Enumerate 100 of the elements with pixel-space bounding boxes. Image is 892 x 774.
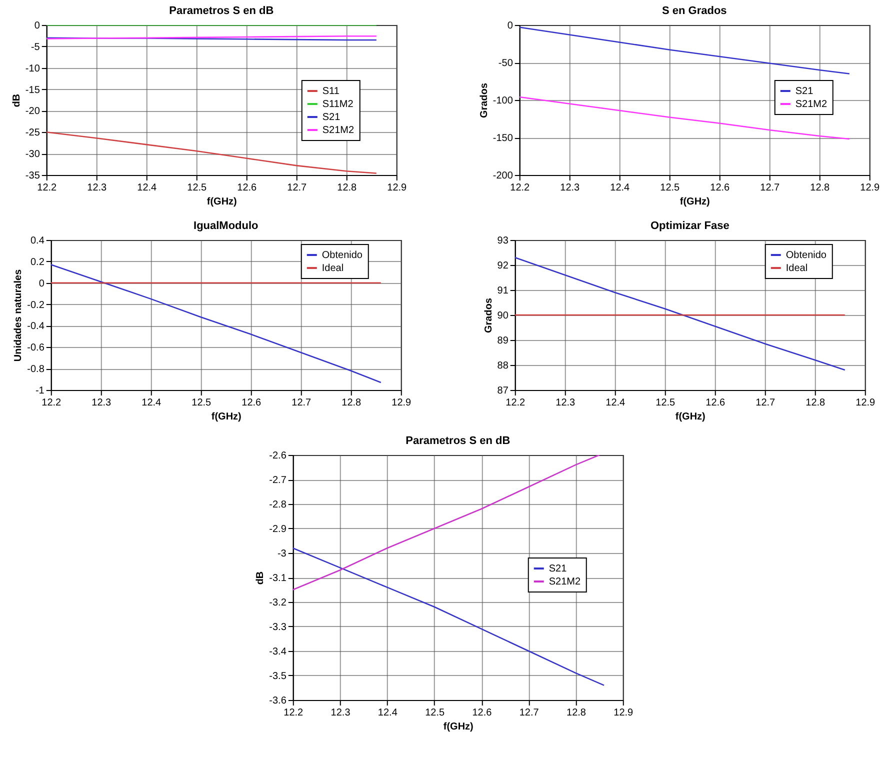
y-tick-label: 89 [497,336,509,346]
x-tick-label: 12.9 [860,182,880,194]
x-tick-label: 12.6 [237,182,258,194]
x-tick-label: 12.4 [610,182,630,194]
y-tick-label: -3.2 [269,598,287,608]
y-tick-label: -1 [35,386,45,396]
x-tick-label: 12.7 [287,182,308,194]
y-axis-title: dB [11,94,22,108]
x-tick-label: 12.4 [142,398,162,408]
legend-label: S21 [322,112,341,123]
y-tick-label: 0.2 [30,256,45,268]
y-axis-title: Grados [478,82,490,118]
line-series [292,547,605,686]
y-tick-label: -0.2 [27,300,45,311]
x-tick-label: 12.5 [187,182,208,194]
x-tick-label: 12.3 [556,398,576,408]
x-tick-label: 12.3 [560,182,580,194]
y-tick-label: 90 [497,310,509,322]
y-tick-label: -2.7 [269,475,287,486]
x-tick-label: 12.8 [810,182,830,194]
x-tick-label: 12.5 [660,182,680,194]
x-tick-label: 12.6 [472,708,492,718]
legend-label: Obtenido [322,250,363,261]
y-tick-label: 0.4 [30,236,45,246]
x-tick-label: 12.7 [519,708,540,718]
y-tick-label: 92 [497,260,509,272]
x-tick-label: 12.9 [614,708,634,718]
y-tick-label: -200 [492,170,514,182]
y-tick-label: -3 [277,548,287,560]
chart-title: Parametros S en dB [406,435,510,447]
legend-label: S21 [795,86,814,97]
y-tick-label: -0.4 [27,321,45,332]
legend-label: S21 [548,564,568,574]
x-tick-label: 12.7 [292,398,312,408]
x-tick-label: 12.2 [506,398,526,408]
x-tick-label: 12.3 [92,398,112,408]
y-tick-label: -25 [25,128,40,139]
y-tick-label: -2.8 [269,500,287,510]
y-tick-label: -10 [25,63,40,74]
x-tick-label: 12.3 [87,182,108,194]
x-tick-label: 12.8 [342,398,362,408]
x-tick-label: 12.5 [656,398,676,408]
line-series [514,256,846,371]
x-tick-label: 12.4 [606,398,626,408]
legend-label: S21M2 [322,125,355,136]
legend-label: S11M2 [322,99,354,110]
x-tick-label: 12.3 [330,708,351,718]
y-tick-label: -100 [492,96,514,106]
y-tick-label: 0 [38,278,45,290]
y-axis-title: dB [255,571,266,585]
y-tick-label: 88 [497,360,509,372]
y-tick-label: -2.9 [269,524,287,535]
x-axis-title: f(GHz) [211,412,242,422]
y-tick-label: -30 [25,149,40,160]
x-tick-label: 12.6 [242,398,262,408]
legend-label: Ideal [322,263,344,274]
x-tick-label: 12.6 [710,182,730,194]
y-tick-label: 87 [497,386,509,396]
line-series [519,26,850,74]
y-tick-label: -3.6 [269,696,287,706]
y-tick-label: -0.8 [27,364,45,376]
x-axis-title: f(GHz) [443,722,474,732]
y-tick-label: -3.5 [269,671,287,682]
y-axis-title: Unidades naturales [13,268,24,362]
y-tick-label: -150 [492,133,514,144]
y-tick-label: -2.6 [269,450,287,462]
y-tick-label: -3.3 [269,622,287,633]
x-axis-title: f(GHz) [206,196,237,208]
x-tick-label: 12.2 [284,708,304,718]
x-tick-label: 12.6 [706,398,726,408]
chart-title: S en Grados [662,5,727,17]
x-tick-label: 12.8 [566,708,586,718]
legend-label: S21M2 [795,99,828,110]
legend-label: Ideal [786,263,808,274]
y-tick-label: -5 [30,42,40,53]
x-tick-label: 12.5 [192,398,212,408]
x-tick-label: 12.8 [806,398,826,408]
y-tick-label: -20 [25,106,40,118]
legend-label: Obtenido [786,250,827,261]
x-axis-title: f(GHz) [675,412,706,422]
line-series [519,96,850,140]
legend-label: S21M2 [548,576,582,588]
x-tick-label: 12.8 [337,182,358,194]
x-tick-label: 12.7 [760,182,780,194]
chart-title: IgualModulo [194,220,259,232]
x-tick-label: 12.9 [856,398,876,408]
chart-title: Parametros S en dB [169,5,274,17]
y-tick-label: -50 [498,58,514,69]
y-tick-label: -15 [25,84,40,96]
x-tick-label: 12.2 [42,398,62,408]
y-tick-label: -35 [25,170,40,182]
y-tick-label: -3.4 [269,646,287,658]
legend-label: S11 [322,86,340,97]
line-series [292,455,600,590]
line-series [50,264,382,384]
x-tick-label: 12.5 [425,708,445,718]
x-tick-label: 12.2 [510,182,530,194]
x-tick-label: 12.9 [387,182,408,194]
x-tick-label: 12.9 [392,398,412,408]
x-axis-title: f(GHz) [680,196,710,208]
